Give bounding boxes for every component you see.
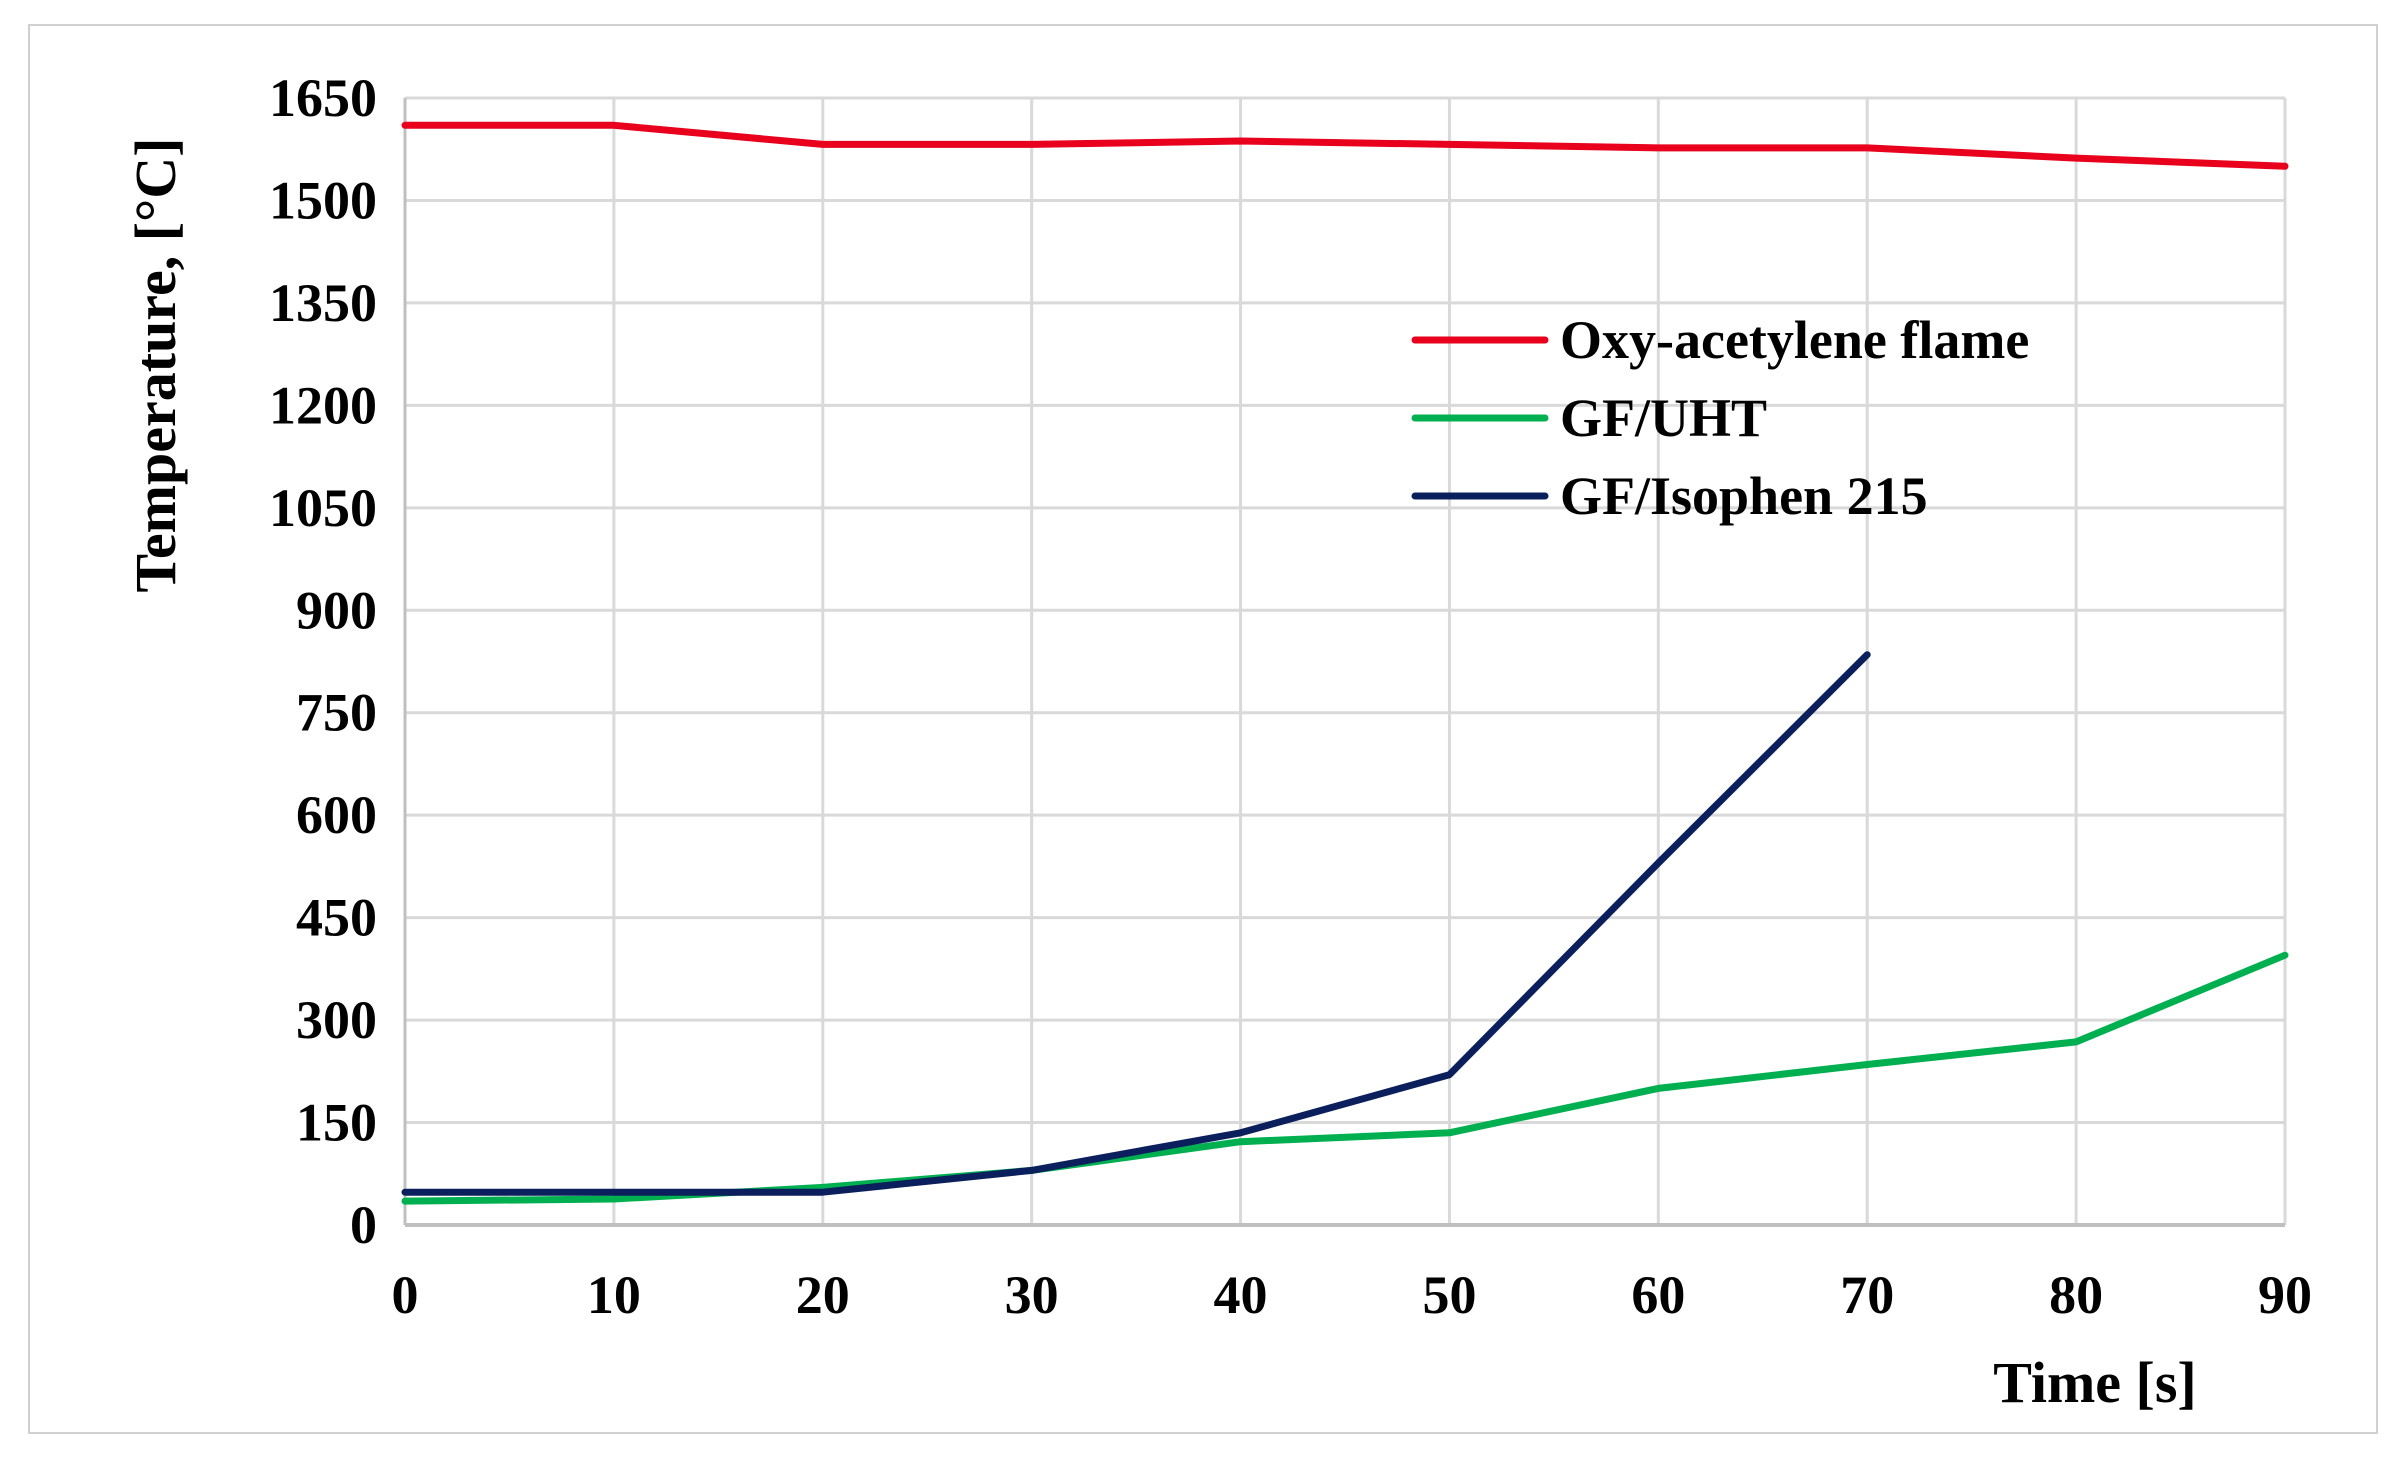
- y-tick-label: 1650: [269, 68, 377, 128]
- x-tick-label: 70: [1840, 1265, 1894, 1325]
- x-tick-label: 30: [1005, 1265, 1059, 1325]
- x-tick-label: 0: [392, 1265, 419, 1325]
- series-line-gf-isophen-215: [401, 651, 1871, 1196]
- x-tick-label: 90: [2258, 1265, 2312, 1325]
- x-tick-label: 20: [796, 1265, 850, 1325]
- series-line-oxy-acetylene-flame: [401, 121, 2289, 170]
- y-axis-title: Temperature, [°C]: [123, 138, 188, 593]
- legend-label-oxy-acetylene-flame: Oxy-acetylene flame: [1560, 310, 2029, 370]
- series-lines: [401, 121, 2289, 1205]
- y-tick-label: 1200: [269, 375, 377, 435]
- legend: Oxy-acetylene flame GF/UHT GF/Isophen 215: [1411, 310, 2029, 526]
- legend-label-gf-isophen-215: GF/Isophen 215: [1560, 466, 1928, 526]
- legend-label-gf-uht: GF/UHT: [1560, 388, 1767, 448]
- x-tick-labels: 0 10 20 30 40 50 60 70 80 90: [392, 1265, 2313, 1325]
- y-tick-label: 1050: [269, 478, 377, 538]
- y-tick-label: 150: [296, 1093, 377, 1153]
- x-tick-label: 40: [1214, 1265, 1268, 1325]
- y-tick-label: 750: [296, 683, 377, 743]
- x-tick-label: 10: [587, 1265, 641, 1325]
- x-tick-label: 80: [2049, 1265, 2103, 1325]
- y-tick-labels: 0 150 300 450 600 750 900 1050 1200 1350 1500 1650: [269, 68, 377, 1255]
- grid-lines: [405, 96, 2287, 1225]
- x-axis-title: Time [s]: [1993, 1350, 2197, 1415]
- x-tick-label: 60: [1631, 1265, 1685, 1325]
- y-tick-label: 0: [350, 1195, 377, 1255]
- y-tick-label: 300: [296, 990, 377, 1050]
- y-tick-label: 450: [296, 888, 377, 948]
- series-line-gf-uht: [401, 951, 2289, 1205]
- y-tick-label: 1500: [269, 170, 377, 230]
- x-tick-label: 50: [1422, 1265, 1476, 1325]
- y-tick-label: 600: [296, 785, 377, 845]
- y-tick-label: 900: [296, 580, 377, 640]
- axes: [403, 98, 2285, 1227]
- y-tick-label: 1350: [269, 273, 377, 333]
